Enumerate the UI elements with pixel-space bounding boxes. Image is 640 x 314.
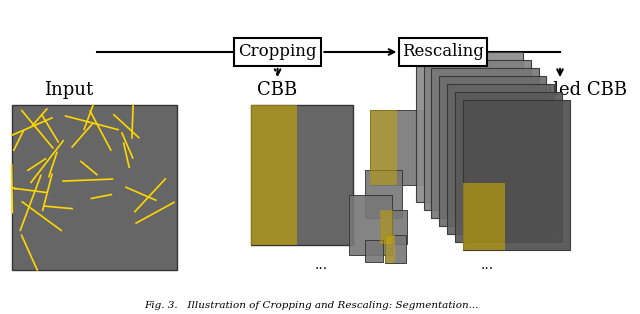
Bar [463,100,570,250]
Bar [439,76,547,226]
Text: Re-scaled CBB: Re-scaled CBB [493,81,627,99]
Bar [365,240,383,262]
Bar [251,105,297,245]
Bar [431,68,539,218]
Bar [463,182,506,250]
Bar [385,235,406,263]
Text: ...: ... [481,258,493,272]
Bar [455,92,562,242]
Bar [385,235,396,263]
Bar [234,38,321,66]
Bar [251,105,353,245]
Text: Rescaling: Rescaling [402,44,484,61]
Bar [380,210,394,244]
Bar [370,110,397,185]
Bar [399,38,487,66]
Bar [12,105,177,270]
Bar [416,52,523,202]
Bar [370,110,424,185]
Bar [380,210,407,244]
Text: ...: ... [315,258,328,272]
Text: Fig. 3.   Illustration of Cropping and Rescaling: Segmentation...: Fig. 3. Illustration of Cropping and Res… [145,300,479,310]
Text: Input: Input [44,81,93,99]
Bar [424,60,531,210]
Bar [349,195,392,255]
Bar [447,84,554,234]
Text: Cropping: Cropping [238,44,317,61]
Text: CBB: CBB [257,81,298,99]
Bar [365,170,402,218]
